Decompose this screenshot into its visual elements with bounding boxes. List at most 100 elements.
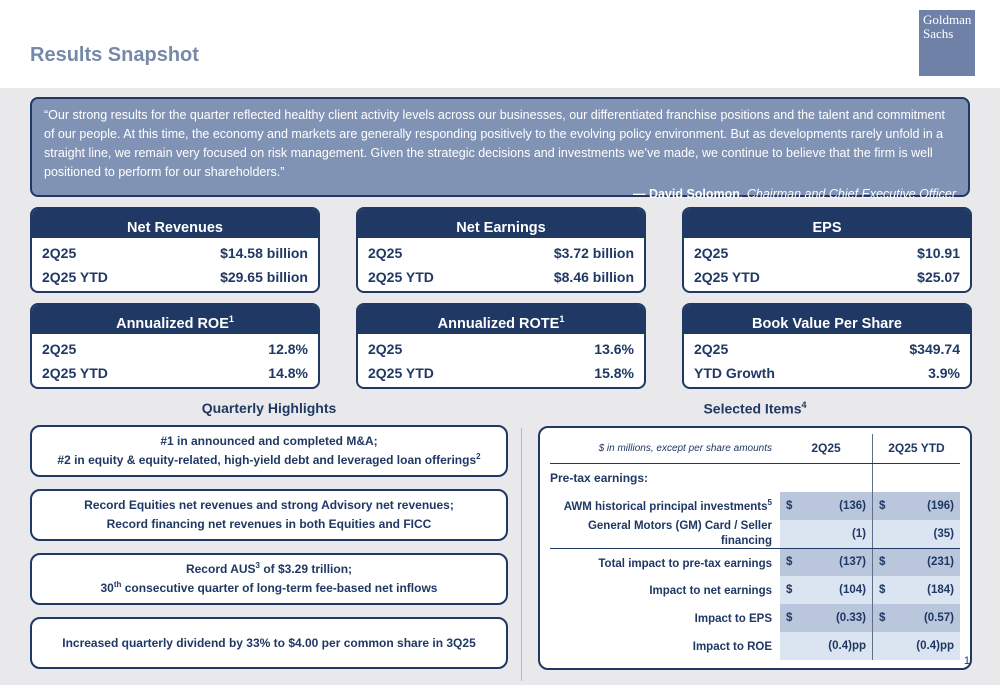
metric-label: 2Q25 bbox=[42, 245, 77, 261]
metric-row: 2Q25 YTD $29.65 billion bbox=[42, 266, 308, 290]
metric-label: 2Q25 bbox=[42, 341, 77, 357]
metric-card-annualized-rote: Annualized ROTE1 2Q25 13.6% 2Q25 YTD 15.8% bbox=[356, 303, 646, 389]
metric-card-body: 2Q25 $14.58 billion 2Q25 YTD $29.65 billio… bbox=[32, 238, 318, 290]
logo-line2: Sachs bbox=[923, 26, 954, 42]
table-section-label: Pre-tax earnings: bbox=[550, 470, 649, 485]
bottom-section: Quarterly Highlights #1 in announced and… bbox=[30, 400, 972, 681]
metric-card-net-revenues: Net Revenues 2Q25 $14.58 billion 2Q25 YTD… bbox=[30, 207, 320, 293]
selected-items-title: Selected Items4 bbox=[703, 400, 807, 417]
quarterly-highlights-column: Quarterly Highlights #1 in announced and… bbox=[30, 400, 508, 681]
metric-value: $10.91 bbox=[917, 245, 960, 261]
vertical-divider bbox=[521, 428, 522, 681]
highlight-text: 30th consecutive quarter of long-term fe… bbox=[100, 580, 438, 595]
table-row-gm-card: General Motors (GM) Card / Seller financ… bbox=[550, 519, 960, 548]
table-cell: $ (196) bbox=[872, 491, 960, 520]
metric-row: 2Q25 12.8% bbox=[42, 338, 308, 362]
table-row-total-pretax: Total impact to pre-tax earnings $ (137) … bbox=[550, 547, 960, 576]
metric-row: 2Q25 $3.72 billion bbox=[368, 242, 634, 266]
metric-label: 2Q25 YTD bbox=[42, 268, 108, 285]
table-cell: $ (137) bbox=[780, 548, 872, 576]
table-row-roe-impact: Impact to ROE (0.4)pp (0.4)pp bbox=[550, 631, 960, 660]
metric-value: $14.58 billion bbox=[220, 245, 308, 261]
highlight-text: Record AUS3 of $3.29 trillion; bbox=[185, 561, 353, 577]
metric-row: 2Q25 $10.91 bbox=[694, 242, 960, 266]
highlight-text: #2 in equity & equity-related, high-yiel… bbox=[57, 452, 481, 467]
table-header-row: $ in millions, except per share amounts … bbox=[550, 433, 960, 464]
quote-attribution-name: — David Solomon bbox=[632, 187, 740, 201]
metric-row: YTD Growth 3.9% bbox=[694, 362, 960, 386]
table-row-label: Total impact to pre-tax earnings bbox=[598, 557, 772, 570]
page-title: Results Snapshot bbox=[30, 44, 199, 66]
metric-label: 2Q25 bbox=[368, 341, 403, 357]
table-cell: $ (0.33) bbox=[780, 603, 872, 632]
highlight-item-dividend: Increased quarterly dividend by 33% to $… bbox=[30, 617, 508, 669]
ceo-quote-box: “Our strong results for the quarter refl… bbox=[30, 97, 970, 201]
metric-label: 2Q25 bbox=[694, 341, 729, 357]
metric-card-title: Annualized ROE1 bbox=[32, 305, 318, 334]
metric-value: 15.8% bbox=[594, 364, 634, 381]
page-number: 1 bbox=[963, 655, 970, 667]
table-cell: $ (0.57) bbox=[872, 603, 960, 632]
table-cell: $ (184) bbox=[872, 575, 960, 604]
metric-value: 3.9% bbox=[928, 364, 960, 381]
metric-row: 2Q25 13.6% bbox=[368, 338, 634, 362]
highlight-item-ma-rankings: #1 in announced and completed M&A; #2 in… bbox=[30, 425, 508, 477]
quote-attribution: — David Solomon, Chairman and Chief Exec… bbox=[44, 185, 956, 204]
table-row-label: Impact to EPS bbox=[694, 613, 772, 626]
metric-value: $8.46 billion bbox=[553, 268, 634, 285]
metric-card-title: Book Value Per Share bbox=[684, 305, 970, 334]
table-cell: (0.4)pp bbox=[780, 631, 872, 660]
metric-card-body: 2Q25 13.6% 2Q25 YTD 15.8% bbox=[358, 334, 644, 386]
goldman-sachs-logo: Goldman Sachs bbox=[919, 10, 975, 76]
quarterly-highlights-title: Quarterly Highlights bbox=[201, 400, 337, 416]
highlight-text: Record financing net revenues in both Eq… bbox=[106, 517, 432, 531]
highlight-item-record-aus: Record AUS3 of $3.29 trillion; 30th cons… bbox=[30, 553, 508, 605]
table-cell: (35) bbox=[872, 519, 960, 548]
table-cell bbox=[780, 464, 872, 492]
metric-card-annualized-roe: Annualized ROE1 2Q25 12.8% 2Q25 YTD 14.8% bbox=[30, 303, 320, 389]
metric-row: 2Q25 YTD 14.8% bbox=[42, 362, 308, 386]
metric-card-title: Annualized ROTE1 bbox=[358, 305, 644, 334]
quote-text: “Our strong results for the quarter refl… bbox=[44, 108, 945, 179]
metric-card-body: 2Q25 12.8% 2Q25 YTD 14.8% bbox=[32, 334, 318, 386]
metric-card-body: 2Q25 $10.91 2Q25 YTD $25.07 bbox=[684, 238, 970, 290]
metric-label: 2Q25 YTD bbox=[368, 364, 434, 381]
metric-value: $25.07 bbox=[917, 268, 960, 285]
metric-label: 2Q25 bbox=[368, 245, 403, 261]
metric-card-title: Net Revenues bbox=[32, 209, 318, 238]
metric-row: 2Q25 YTD 15.8% bbox=[368, 362, 634, 386]
selected-items-table: $ in millions, except per share amounts … bbox=[538, 425, 972, 670]
table-cell: (1) bbox=[780, 519, 872, 548]
table-cell: $ (136) bbox=[780, 491, 872, 520]
table-row-awm-investments: AWM historical principal investments5 $(… bbox=[550, 491, 960, 520]
logo-line1: Goldman bbox=[923, 12, 972, 27]
metric-label: 2Q25 bbox=[694, 245, 729, 261]
metric-value: 12.8% bbox=[268, 341, 308, 357]
column-header-2q25: 2Q25 bbox=[811, 441, 841, 456]
metric-row: 2Q25 YTD $25.07 bbox=[694, 266, 960, 290]
table-row-label: Impact to ROE bbox=[692, 641, 772, 654]
selected-items-column: Selected Items4 $ in millions, except pe… bbox=[538, 400, 972, 681]
column-header-2q25-ytd: 2Q25 YTD bbox=[872, 433, 960, 463]
metric-card-book-value-per-share: Book Value Per Share 2Q25 $349.74 YTD Gro… bbox=[682, 303, 972, 389]
metric-card-eps: EPS 2Q25 $10.91 2Q25 YTD $25.07 bbox=[682, 207, 972, 293]
quote-attribution-role: , Chairman and Chief Executive Officer bbox=[739, 187, 956, 201]
table-cell: $ (104) bbox=[780, 575, 872, 604]
table-units-note: $ in millions, except per share amounts bbox=[598, 442, 772, 454]
metric-label: 2Q25 YTD bbox=[694, 268, 760, 285]
metric-card-net-earnings: Net Earnings 2Q25 $3.72 billion 2Q25 YTD $… bbox=[356, 207, 646, 293]
highlight-text: #1 in announced and completed M&A; bbox=[160, 434, 378, 449]
metric-label: 2Q25 YTD bbox=[42, 364, 108, 381]
metric-row: 2Q25 $14.58 billion bbox=[42, 242, 308, 266]
highlight-text: Record Equities net revenues and strong … bbox=[84, 498, 454, 513]
table-cell bbox=[872, 463, 960, 492]
table-row-eps-impact: Impact to EPS $ (0.33) $ (0.57) bbox=[550, 603, 960, 632]
table-section-row: Pre-tax earnings: bbox=[550, 463, 960, 492]
metric-value: 13.6% bbox=[594, 341, 634, 357]
metric-value: $29.65 billion bbox=[220, 268, 308, 285]
metric-value: $349.74 bbox=[909, 341, 960, 357]
metric-value: 14.8% bbox=[268, 364, 308, 381]
highlight-text: Increased quarterly dividend by 33% to $… bbox=[62, 635, 476, 650]
metric-label: 2Q25 YTD bbox=[368, 268, 434, 285]
table-row-label: General Motors (GM) Card / Seller financ… bbox=[587, 520, 772, 548]
